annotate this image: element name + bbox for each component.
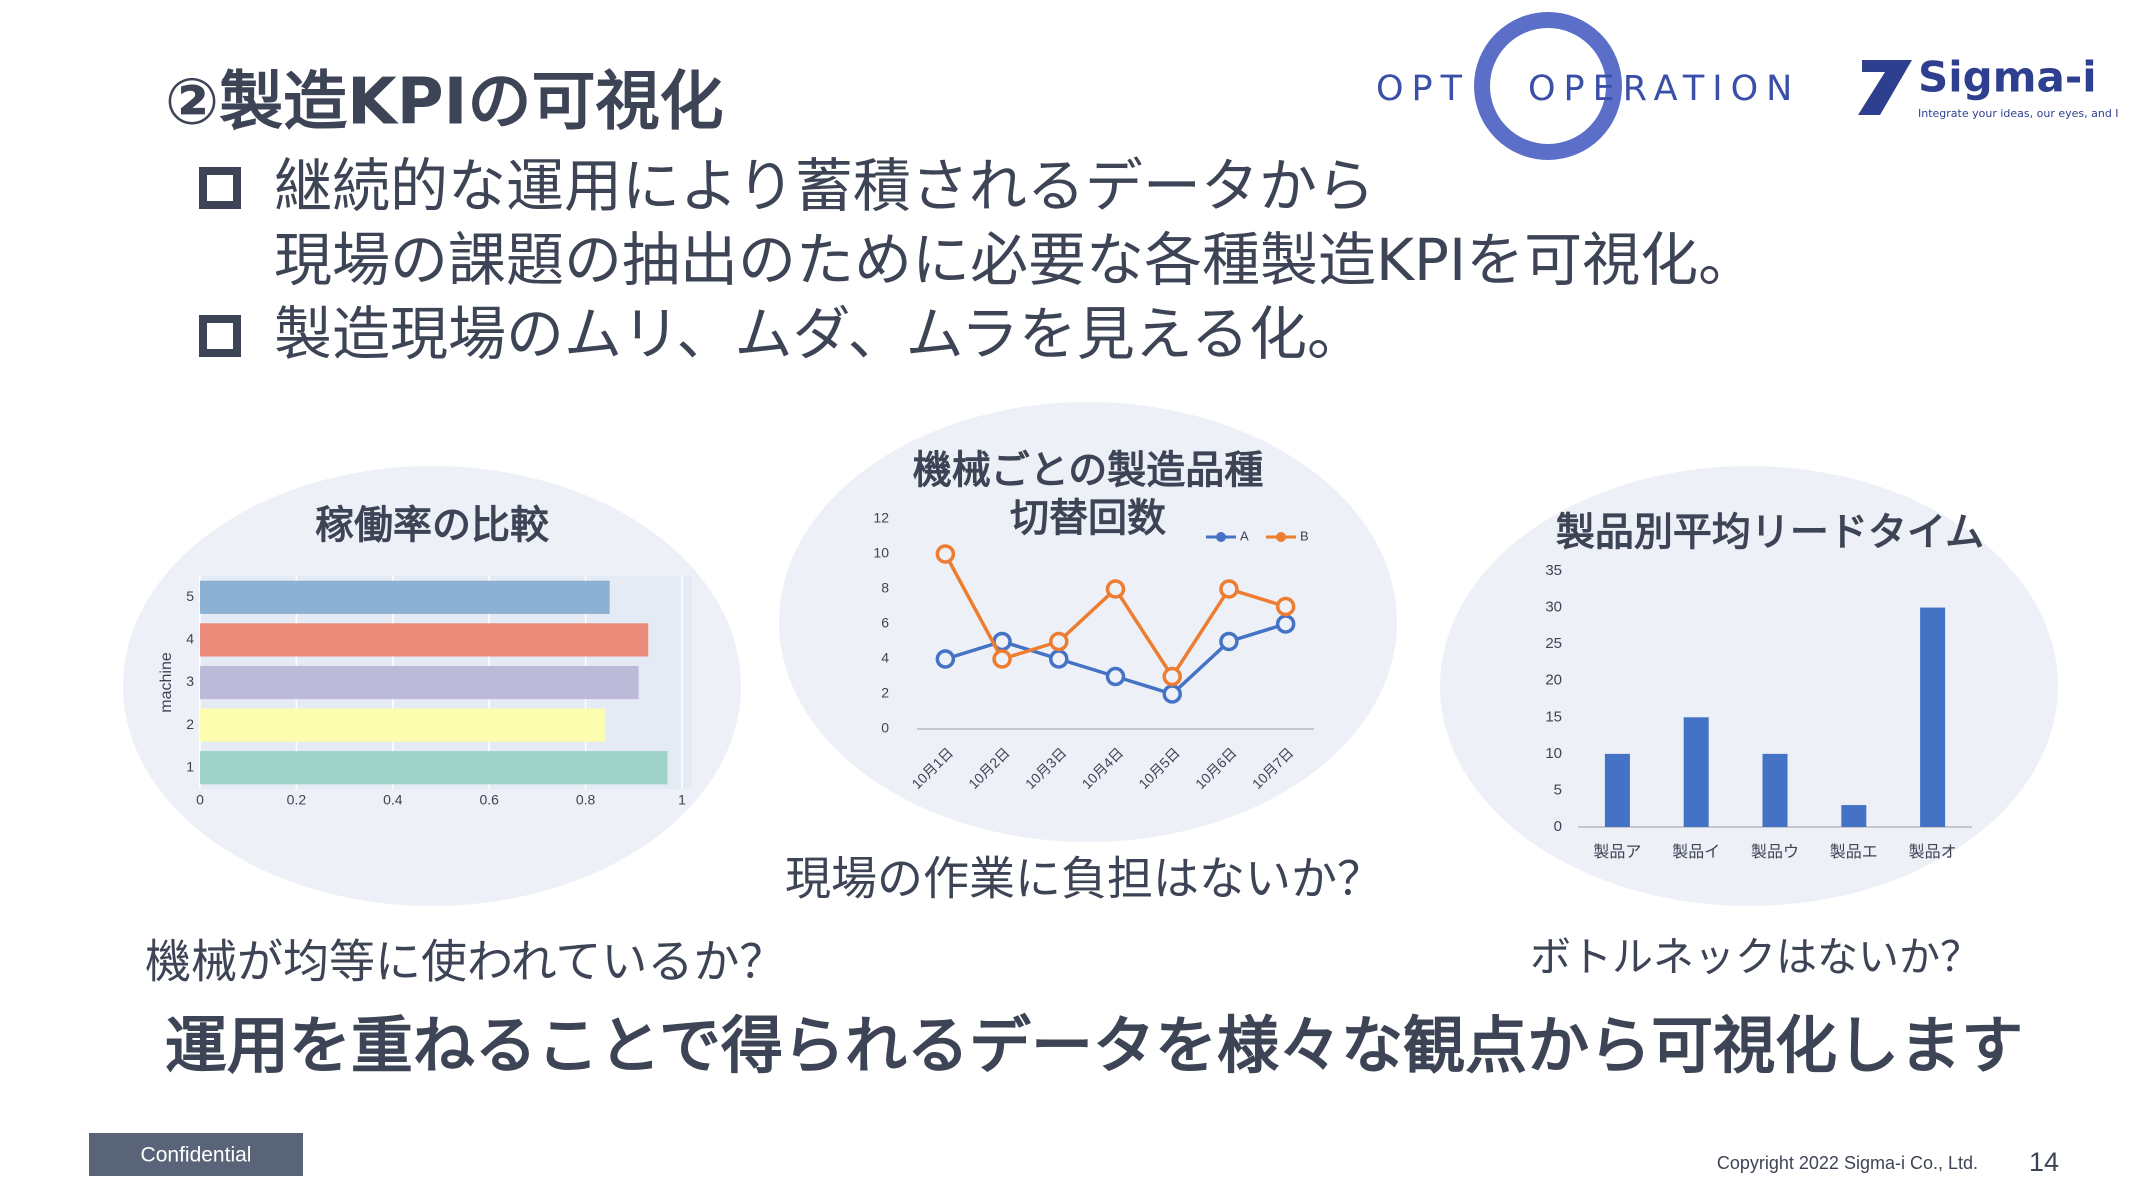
y-tick-label: 3 [186,673,194,689]
x-tick-label: 0 [196,792,204,808]
y-tick-label: 0 [881,720,889,736]
x-tick-label: 0.4 [383,792,403,808]
marker [1162,684,1182,704]
y-tick-label: 10 [873,545,889,561]
question: ボトルネックはないか？ [1530,933,1981,981]
logo-circle [1474,12,1622,160]
bar [200,580,610,614]
y-tick-label: 15 [1545,708,1562,725]
marker [1049,631,1069,652]
confidential-box [89,1133,303,1176]
marker [935,544,956,564]
logo-text: OPT [1376,69,1470,109]
marker [1219,631,1239,652]
y-tick-label: 12 [873,510,889,526]
chart-title: 機械ごとの製造品種 [913,449,1264,494]
y-tick-label: 4 [881,650,889,666]
bullet-text: 継続的な運用により蓄積されるデータから [274,152,1375,220]
bullet-mark [199,167,241,209]
y-tick-label: 30 [1545,599,1562,616]
x-tick-label: 製品ウ [1751,843,1799,861]
bullet-text: 現場の課題の抽出のために必要な各種製造KPIを可視化。 [274,226,1756,294]
legend-marker [1276,532,1286,542]
bar [200,751,668,785]
y-tick-label: 4 [186,631,194,647]
bar [200,623,649,657]
x-tick-label: 0.6 [479,792,499,808]
y-tick-label: 35 [1545,562,1562,579]
y-tick-label: 5 [186,588,194,604]
bar [1683,717,1709,827]
y-tick-label: 8 [881,580,889,596]
y-tick-label: 20 [1545,672,1562,689]
x-tick-label: 1 [678,792,686,808]
x-tick-label: 製品オ [1909,843,1957,861]
legend-marker [1216,532,1226,542]
logo-text: OPERATION [1528,69,1800,109]
y-tick-label: 2 [186,716,194,732]
confidential: Confidential [141,1144,252,1167]
chart-title: 稼働率の比較 [315,504,550,549]
y-tick-label: 5 [1554,781,1562,798]
bar [1920,607,1946,827]
chart-bg [779,402,1397,842]
x-tick-label: 製品ア [1593,843,1641,861]
logo-mark [1858,60,1912,115]
bullet-text: 製造現場のムリ、ムダ、ムラを見える化。 [274,300,1365,368]
y-tick-label: 10 [1545,745,1562,762]
marker [1105,579,1126,599]
marker [992,649,1012,669]
y-tick-label: 2 [881,685,889,701]
bar [1604,753,1630,827]
marker [1275,596,1296,617]
bullet-mark [199,315,241,357]
y-tick-label: 6 [881,615,889,631]
x-tick-label: 0.2 [287,792,307,808]
bar [200,708,605,742]
axis-label: machine [158,652,175,713]
marker [1275,614,1296,634]
chart-bg [1440,466,2058,906]
logo-text: Sigma-i [1918,53,2097,102]
x-tick-label: 製品イ [1672,843,1720,861]
chart-title: 切替回数 [1010,497,1166,542]
slide-title: ②製造KPIの可視化 [165,66,724,140]
page-number: 14 [2029,1147,2059,1177]
marker [1105,666,1126,687]
bar [1762,753,1788,827]
copyright: Copyright 2022 Sigma-i Co., Ltd. [1717,1153,1978,1173]
legend-label: B [1300,528,1309,543]
chart-title: 製品別平均リードタイム [1556,511,1984,556]
bar [1841,805,1867,827]
marker [1219,579,1239,599]
marker [1162,666,1182,687]
x-tick-label: 0.8 [576,792,596,808]
y-tick-label: 0 [1554,818,1562,835]
bar [200,665,639,700]
marker [1049,649,1069,669]
legend-label: A [1240,528,1249,543]
x-tick-label: 製品エ [1830,843,1878,861]
marker [935,649,956,669]
logo-tagline: Integrate your ideas, our eyes, and I [1918,107,2119,120]
conclusion: 運用を重ねることで得られるデータを様々な観点から可視化します [165,1009,2023,1082]
question: 機械が均等に使われているか？ [145,935,785,989]
y-tick-label: 25 [1545,635,1562,652]
question: 現場の作業に負担はないか？ [785,852,1383,906]
y-tick-label: 1 [186,758,194,774]
